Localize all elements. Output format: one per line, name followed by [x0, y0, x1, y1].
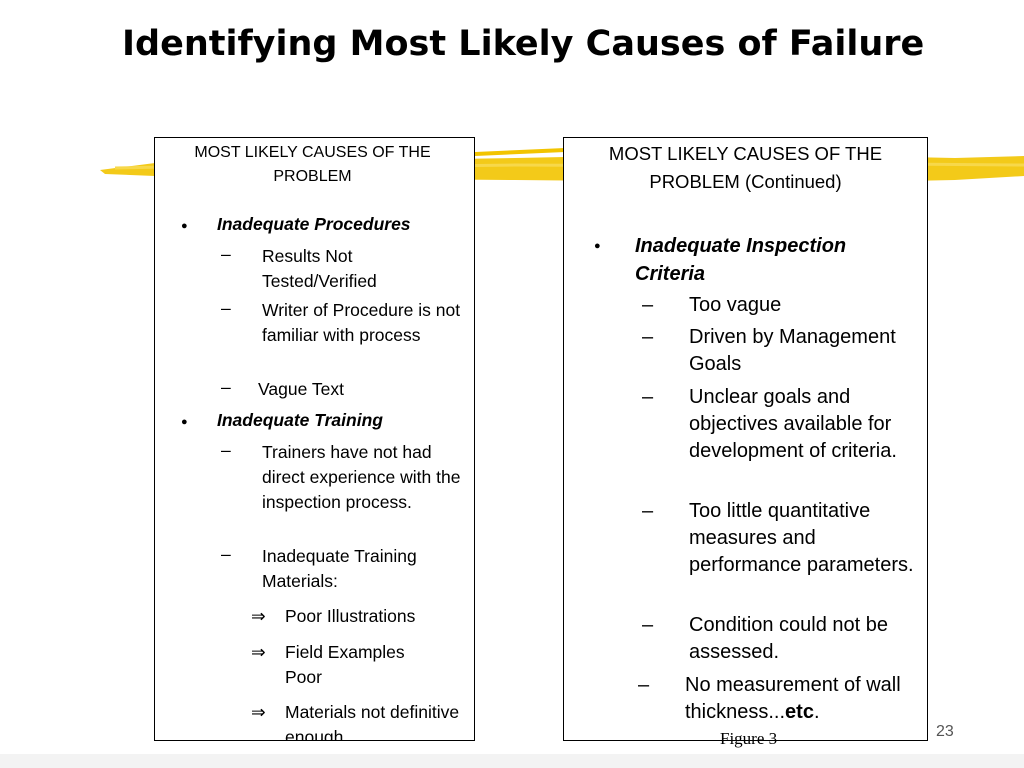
list-item: ⇒ Poor Illustrations — [155, 604, 474, 640]
dash-icon: – — [638, 674, 650, 696]
double-arrow-icon: ⇒ — [251, 606, 266, 626]
list-item-text: No measurement of wall thickness...etc. — [685, 674, 901, 723]
list-item: – Driven by Management Goals — [564, 324, 927, 384]
list-item-text: Writer of Procedure is not familiar with… — [262, 300, 461, 345]
list-item: – No measurement of wall thickness...etc… — [564, 672, 927, 728]
double-arrow-icon: ⇒ — [251, 642, 266, 662]
dash-icon: – — [642, 614, 654, 636]
list-item: – Too vague — [564, 292, 927, 324]
bullet-icon: ● — [181, 416, 188, 428]
list-item-text: Trainers have not had direct experience … — [262, 442, 461, 512]
dash-icon: – — [221, 244, 231, 264]
left-box-heading: MOST LIKELY CAUSES OF THE PROBLEM — [194, 144, 431, 185]
list-item: – Condition could not be assessed. — [564, 612, 927, 672]
list-item-text: Poor Illustrations — [285, 606, 416, 626]
right-causes-box: MOST LIKELY CAUSES OF THE PROBLEM (Conti… — [563, 137, 928, 741]
etc-text: etc — [785, 701, 814, 723]
section-label: Inadequate Procedures — [217, 214, 411, 234]
list-item: – Writer of Procedure is not familiar wi… — [155, 298, 474, 377]
right-section-criteria: ● Inadequate Inspection Criteria — [564, 232, 927, 288]
bullet-icon: ● — [594, 240, 601, 252]
double-arrow-icon: ⇒ — [251, 702, 266, 722]
list-item: – Inadequate Training Materials: — [155, 544, 474, 604]
page-number: 23 — [936, 723, 954, 740]
right-box-heading: MOST LIKELY CAUSES OF THE PROBLEM (Conti… — [608, 143, 883, 192]
dash-icon: – — [221, 298, 231, 318]
list-item: – Trainers have not had direct experienc… — [155, 440, 474, 544]
dash-icon: – — [221, 377, 231, 397]
list-item-text: Results Not Tested/Verified — [262, 246, 377, 291]
slide-title: Identifying Most Likely Causes of Failur… — [122, 24, 925, 64]
section-label: Inadequate Training — [217, 410, 383, 430]
list-item-text: Too vague — [689, 294, 782, 316]
dash-icon: – — [642, 386, 654, 408]
list-item-text: Inadequate Training Materials: — [262, 546, 417, 591]
bullet-icon: ● — [181, 220, 188, 232]
list-item: – Unclear goals and objectives available… — [564, 384, 927, 498]
list-item-text: Field Examples Poor — [285, 642, 405, 687]
list-item-text: Unclear goals and objectives available f… — [689, 386, 897, 462]
left-section-training: ● Inadequate Training — [155, 410, 474, 434]
dash-icon: – — [642, 326, 654, 348]
dash-icon: – — [221, 544, 231, 564]
list-item: – Too little quantitative measures and p… — [564, 498, 927, 612]
footer-bar — [0, 754, 1024, 768]
list-item-text: Too little quantitative measures and per… — [689, 500, 914, 576]
dash-icon: – — [642, 500, 654, 522]
list-item: – Vague Text — [155, 377, 474, 407]
list-item: ⇒ Field Examples Poor — [155, 640, 474, 700]
left-causes-box: MOST LIKELY CAUSES OF THE PROBLEM ● Inad… — [154, 137, 475, 741]
left-section-procedures: ● Inadequate Procedures — [155, 214, 474, 238]
dash-icon: – — [642, 294, 654, 316]
list-item-text: Materials not definitive enough — [285, 702, 460, 741]
list-item-text: Vague Text — [258, 379, 344, 399]
list-item-text: Condition could not be assessed. — [689, 614, 889, 663]
figure-caption: Figure 3 — [720, 729, 778, 748]
section-label: Inadequate Inspection Criteria — [635, 235, 847, 285]
list-item: – Results Not Tested/Verified — [155, 244, 474, 298]
list-item: ⇒ Materials not definitive enough — [155, 700, 474, 741]
dash-icon: – — [221, 440, 231, 460]
list-item-text: Driven by Management Goals — [689, 326, 896, 375]
